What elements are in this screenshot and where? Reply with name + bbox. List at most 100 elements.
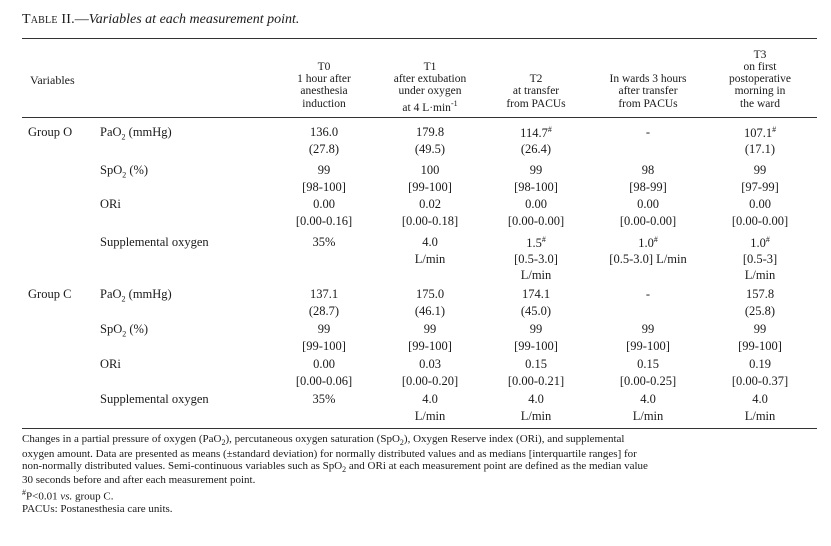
- table-cell: (45.0): [520, 303, 552, 318]
- table-cell: [0.5-3.0]: [514, 251, 558, 266]
- note-line: PACUs: Postanesthesia care units.: [22, 502, 173, 515]
- column-header-line: the ward: [740, 97, 780, 110]
- note-line: non-normally distributed values. Semi-co…: [22, 459, 648, 474]
- group-label: Group C: [28, 287, 72, 301]
- table-cell: L/min: [520, 268, 552, 282]
- column-header: In wards 3 hours after transfer from PACUs: [598, 73, 698, 110]
- column-header-line: postoperative: [729, 73, 791, 86]
- table-cell: L/min: [520, 408, 552, 423]
- column-header-line: 1 hour after: [297, 73, 351, 86]
- table-cell: 0.00: [313, 357, 335, 371]
- table-cell: 99: [317, 163, 331, 177]
- table-cell: [99-100]: [408, 179, 452, 194]
- column-header-line: T2: [529, 73, 543, 86]
- row-label: SpO2 (%): [100, 163, 149, 180]
- row-label: Supplemental oxygen: [100, 235, 209, 249]
- table-cell: -: [645, 125, 651, 139]
- column-header-line: at transfer: [512, 85, 560, 98]
- table-cell: [0.00-0.00]: [507, 213, 565, 228]
- row-label: SpO2 (%): [100, 322, 149, 339]
- column-header-line: on first: [743, 60, 777, 73]
- column-header: T1 after extubation under oxygen at 4 L·min…: [380, 61, 480, 114]
- column-header-line: induction: [302, 97, 346, 110]
- group-label: Group O: [28, 125, 73, 139]
- column-header-line: under oxygen: [398, 85, 462, 98]
- table-cell: 107.1#: [743, 125, 777, 141]
- table-cell: L/min: [414, 408, 446, 423]
- column-header-line: at 4 L·min-1: [402, 98, 458, 114]
- row-label: Supplemental oxygen: [100, 392, 209, 406]
- table-cell: 4.0: [752, 392, 768, 406]
- table-cell: 35%: [312, 235, 336, 249]
- table-cell: [0.00-0.00]: [619, 213, 677, 228]
- table-cell: 99: [423, 322, 437, 336]
- table-cell: [0.5-3]: [742, 251, 778, 266]
- table-cell: 98: [641, 163, 655, 177]
- table-cell: 157.8: [745, 287, 775, 301]
- table-cell: 0.00: [525, 197, 547, 211]
- table-cell: 174.1: [521, 287, 551, 301]
- table-cell: 4.0: [528, 392, 544, 406]
- table-cell: (49.5): [414, 141, 446, 156]
- table-cell: 137.1: [309, 287, 339, 301]
- table-cell: 35%: [312, 392, 336, 406]
- table-cell: 99: [529, 322, 543, 336]
- column-header: T0 1 hour after anesthesia induction: [274, 61, 374, 110]
- table-cell: 175.0: [415, 287, 445, 301]
- table-cell: (25.8): [744, 303, 776, 318]
- table-cell: [0.00-0.00]: [731, 213, 789, 228]
- table-cell: (26.4): [520, 141, 552, 156]
- table-cell: [99-100]: [408, 338, 452, 353]
- table-cell: L/min: [744, 408, 776, 423]
- table-cell: [0.5-3.0] L/min: [609, 251, 687, 266]
- table-cell: (46.1): [414, 303, 446, 318]
- table-cell: 1.0#: [638, 235, 658, 251]
- table-cell: 114.7#: [520, 125, 552, 141]
- column-header: T3 on first postoperative morning in the war…: [710, 49, 810, 110]
- row-label: PaO2 (mmHg): [100, 287, 172, 304]
- table-cell: 4.0: [422, 392, 438, 406]
- table-cell: 0.19: [749, 357, 771, 371]
- table-cell: 0.03: [419, 357, 441, 371]
- table-cell: 100: [420, 163, 440, 177]
- column-header-line: after extubation: [393, 73, 467, 86]
- table-cell: L/min: [632, 408, 664, 423]
- column-header-line: after transfer: [618, 85, 678, 98]
- column-header: T2 at transfer from PACUs: [486, 73, 586, 110]
- column-header-line: from PACUs: [506, 97, 566, 110]
- row-label: ORi: [100, 197, 121, 211]
- table-cell: [98-100]: [514, 179, 558, 194]
- table-notes: Changes in a partial pressure of oxygen …: [22, 433, 822, 515]
- table-cell: 1.5#: [526, 235, 546, 251]
- caption-dash: —: [74, 12, 89, 27]
- table-cell: 0.15: [525, 357, 547, 371]
- table-cell: 1.0#: [750, 235, 770, 251]
- table-cell: [0.00-0.25]: [619, 373, 677, 388]
- table-cell: L/min: [414, 251, 446, 266]
- variables-header: Variables: [30, 73, 75, 87]
- table-cell: (27.8): [308, 141, 340, 156]
- table-cell: 179.8: [415, 125, 445, 139]
- table-cell: [0.00-0.18]: [401, 213, 459, 228]
- table-cell: [0.00-0.21]: [507, 373, 565, 388]
- table-cell: [99-100]: [514, 338, 558, 353]
- table-cell: [98-99]: [629, 179, 667, 194]
- table-cell: -: [645, 287, 651, 301]
- table-title: Variables at each measurement point.: [88, 12, 300, 27]
- table-cell: 4.0: [422, 235, 438, 249]
- table-cell: [0.00-0.37]: [731, 373, 789, 388]
- table-cell: 0.00: [637, 197, 659, 211]
- table-cell: 0.00: [749, 197, 771, 211]
- table-cell: [99-100]: [302, 338, 346, 353]
- note-line: #P<0.01 vs. group C.: [22, 488, 114, 503]
- table-cell: 0.00: [313, 197, 335, 211]
- note-line: Changes in a partial pressure of oxygen …: [22, 433, 625, 448]
- top-rule: [22, 38, 817, 39]
- table-cell: 99: [753, 322, 767, 336]
- table-number: Table II.: [22, 12, 75, 27]
- table-cell: [99-100]: [626, 338, 670, 353]
- table-cell: 136.0: [309, 125, 339, 139]
- row-label: PaO2 (mmHg): [100, 125, 172, 142]
- column-header-line: T0: [317, 60, 331, 73]
- table-cell: 99: [753, 163, 767, 177]
